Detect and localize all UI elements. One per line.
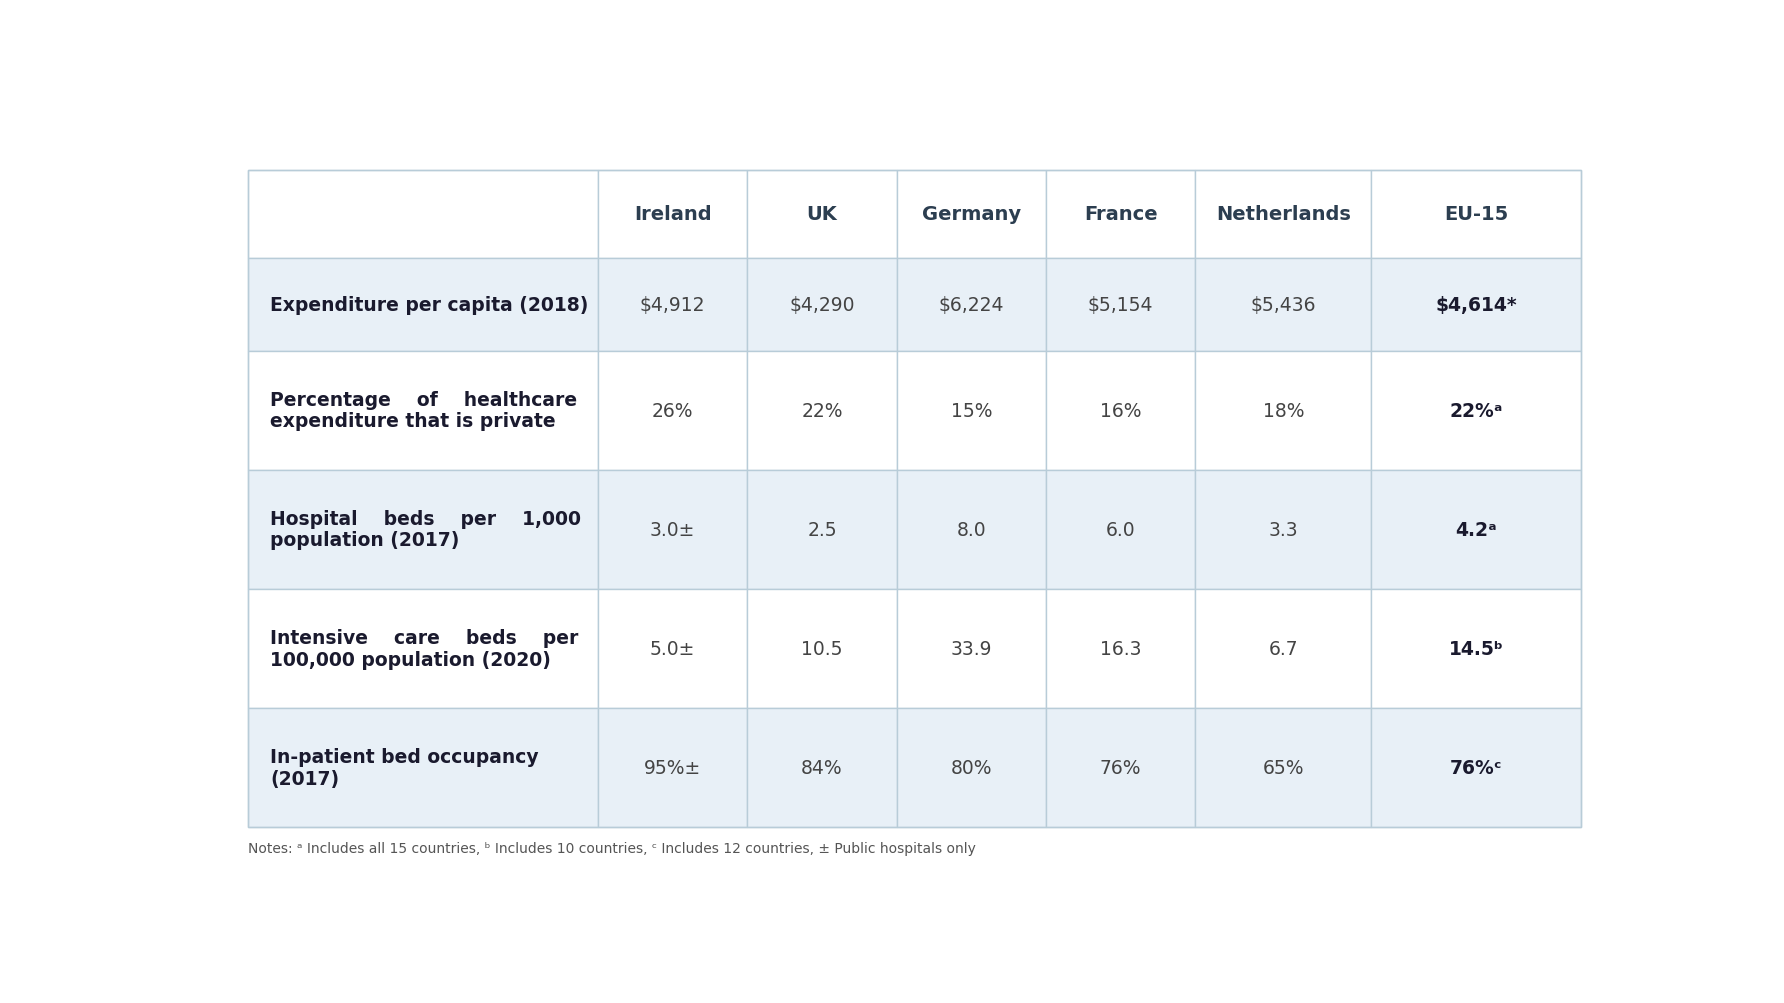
Text: 3.3: 3.3 xyxy=(1268,521,1299,540)
Bar xyxy=(598,259,747,351)
Bar xyxy=(747,171,897,259)
Text: 22%: 22% xyxy=(801,401,842,420)
Bar xyxy=(897,171,1045,259)
Bar xyxy=(897,708,1045,827)
Text: 10.5: 10.5 xyxy=(801,639,842,658)
Text: Ireland: Ireland xyxy=(633,206,712,224)
Bar xyxy=(598,470,747,589)
Bar xyxy=(747,589,897,708)
Bar xyxy=(747,470,897,589)
Text: Netherlands: Netherlands xyxy=(1217,206,1350,224)
Text: Expenditure per capita (2018): Expenditure per capita (2018) xyxy=(269,296,589,314)
Bar xyxy=(1045,171,1195,259)
Bar xyxy=(1372,470,1581,589)
Text: $6,224: $6,224 xyxy=(938,296,1004,314)
Bar xyxy=(248,351,598,470)
Text: 8.0: 8.0 xyxy=(956,521,987,540)
Text: In-patient bed occupancy: In-patient bed occupancy xyxy=(269,747,539,766)
Text: $4,912: $4,912 xyxy=(640,296,705,314)
Bar xyxy=(1045,470,1195,589)
Bar xyxy=(747,259,897,351)
Bar xyxy=(1372,589,1581,708)
Text: France: France xyxy=(1085,206,1158,224)
Bar xyxy=(1195,589,1372,708)
Bar xyxy=(1195,351,1372,470)
Text: $5,154: $5,154 xyxy=(1088,296,1154,314)
Bar xyxy=(1195,708,1372,827)
Text: 76%ᶜ: 76%ᶜ xyxy=(1450,758,1502,777)
Text: $4,290: $4,290 xyxy=(789,296,855,314)
Bar xyxy=(1195,171,1372,259)
Text: Intensive    care    beds    per: Intensive care beds per xyxy=(269,628,578,647)
Text: expenditure that is private: expenditure that is private xyxy=(269,412,555,431)
Text: 6.7: 6.7 xyxy=(1268,639,1299,658)
Text: 16.3: 16.3 xyxy=(1101,639,1142,658)
Text: Percentage    of    healthcare: Percentage of healthcare xyxy=(269,390,578,409)
Bar xyxy=(248,171,1581,827)
Bar xyxy=(248,171,598,259)
Text: 84%: 84% xyxy=(801,758,842,777)
Text: 3.0±: 3.0± xyxy=(649,521,696,540)
Text: Notes: ᵃ Includes all 15 countries, ᵇ Includes 10 countries, ᶜ Includes 12 count: Notes: ᵃ Includes all 15 countries, ᵇ In… xyxy=(248,841,976,855)
Bar xyxy=(598,351,747,470)
Bar xyxy=(1372,708,1581,827)
Text: Hospital    beds    per    1,000: Hospital beds per 1,000 xyxy=(269,510,582,529)
Text: EU-15: EU-15 xyxy=(1443,206,1507,224)
Bar xyxy=(1045,589,1195,708)
Text: 16%: 16% xyxy=(1101,401,1142,420)
Text: $4,614*: $4,614* xyxy=(1434,296,1516,314)
Bar xyxy=(598,589,747,708)
Bar xyxy=(1372,351,1581,470)
Text: 18%: 18% xyxy=(1263,401,1304,420)
Text: 95%±: 95%± xyxy=(644,758,701,777)
Text: 33.9: 33.9 xyxy=(951,639,992,658)
Text: 100,000 population (2020): 100,000 population (2020) xyxy=(269,650,551,669)
Bar xyxy=(1045,708,1195,827)
Bar xyxy=(897,589,1045,708)
Bar xyxy=(747,351,897,470)
Bar xyxy=(897,259,1045,351)
Bar xyxy=(1195,470,1372,589)
Bar xyxy=(897,351,1045,470)
Bar xyxy=(1372,171,1581,259)
Text: 5.0±: 5.0± xyxy=(649,639,696,658)
Text: $5,436: $5,436 xyxy=(1251,296,1317,314)
Text: 14.5ᵇ: 14.5ᵇ xyxy=(1449,639,1504,658)
Text: UK: UK xyxy=(806,206,837,224)
Text: 2.5: 2.5 xyxy=(806,521,837,540)
Bar xyxy=(1045,351,1195,470)
Text: population (2017): population (2017) xyxy=(269,531,460,550)
Text: 76%: 76% xyxy=(1101,758,1142,777)
Bar xyxy=(598,171,747,259)
Text: 80%: 80% xyxy=(951,758,992,777)
Bar xyxy=(1372,259,1581,351)
Text: 65%: 65% xyxy=(1263,758,1304,777)
Text: 6.0: 6.0 xyxy=(1106,521,1135,540)
Text: 22%ᵃ: 22%ᵃ xyxy=(1449,401,1502,420)
Bar xyxy=(747,708,897,827)
Text: 26%: 26% xyxy=(651,401,694,420)
Bar xyxy=(248,708,598,827)
Bar xyxy=(248,470,598,589)
Bar xyxy=(598,708,747,827)
Text: 4.2ᵃ: 4.2ᵃ xyxy=(1456,521,1497,540)
Text: (2017): (2017) xyxy=(269,769,339,787)
Text: 15%: 15% xyxy=(951,401,992,420)
Bar xyxy=(248,589,598,708)
Bar xyxy=(1045,259,1195,351)
Bar xyxy=(248,259,598,351)
Bar xyxy=(1195,259,1372,351)
Text: Germany: Germany xyxy=(922,206,1020,224)
Bar xyxy=(897,470,1045,589)
